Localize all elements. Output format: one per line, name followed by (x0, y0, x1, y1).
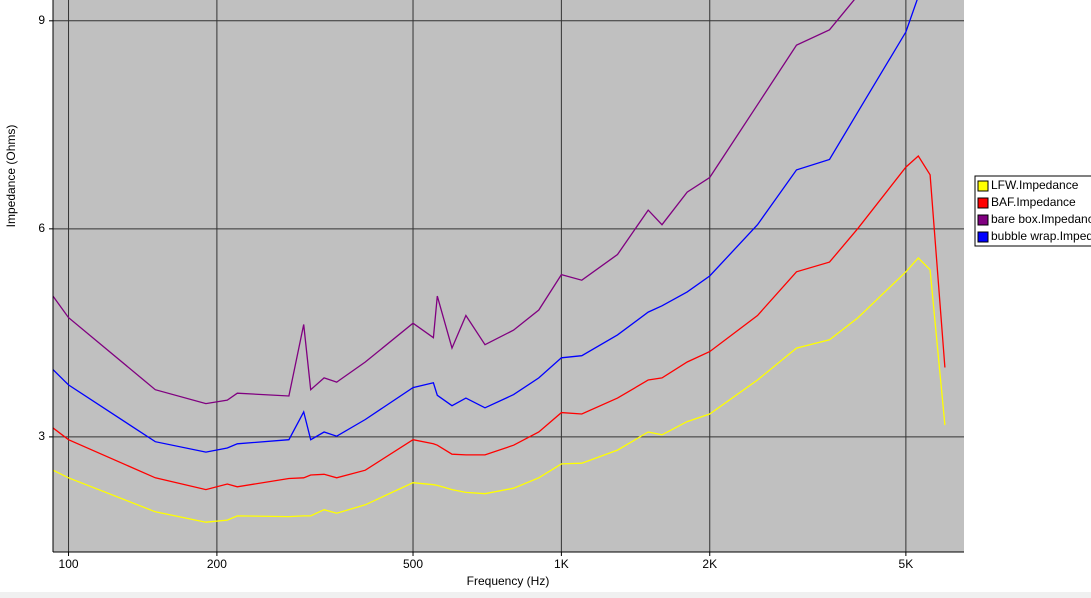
y-axis-title: Impedance (Ohms) (4, 125, 18, 228)
legend-label: LFW.Impedance (991, 178, 1079, 192)
x-tick-label: 2K (702, 557, 717, 571)
legend-label: BAF.Impedance (991, 195, 1076, 209)
x-tick-label: 100 (59, 557, 79, 571)
legend-swatch (977, 214, 989, 226)
legend-label: bubble wrap.Impedance (991, 229, 1091, 243)
legend-box (974, 175, 1091, 247)
series-line (53, 155, 946, 491)
legend-swatch (977, 180, 989, 192)
x-tick-label: 1K (554, 557, 569, 571)
legend-swatch (977, 197, 989, 209)
y-tick-label: 3 (38, 429, 45, 443)
series-line (53, 0, 918, 453)
series-line (53, 257, 946, 523)
legend-label: bare box.Impedance (991, 212, 1091, 226)
x-tick-label: 500 (403, 557, 423, 571)
legend-swatch (977, 231, 989, 243)
x-tick-label: 200 (207, 557, 227, 571)
x-axis-title: Frequency (Hz) (467, 574, 550, 588)
y-tick-label: 9 (38, 13, 45, 27)
plot-lines (53, 0, 946, 523)
status-strip (0, 592, 1091, 598)
plot-area (53, 0, 964, 552)
x-tick-label: 5K (899, 557, 914, 571)
y-tick-label: 6 (38, 221, 45, 235)
series-line (53, 0, 855, 405)
